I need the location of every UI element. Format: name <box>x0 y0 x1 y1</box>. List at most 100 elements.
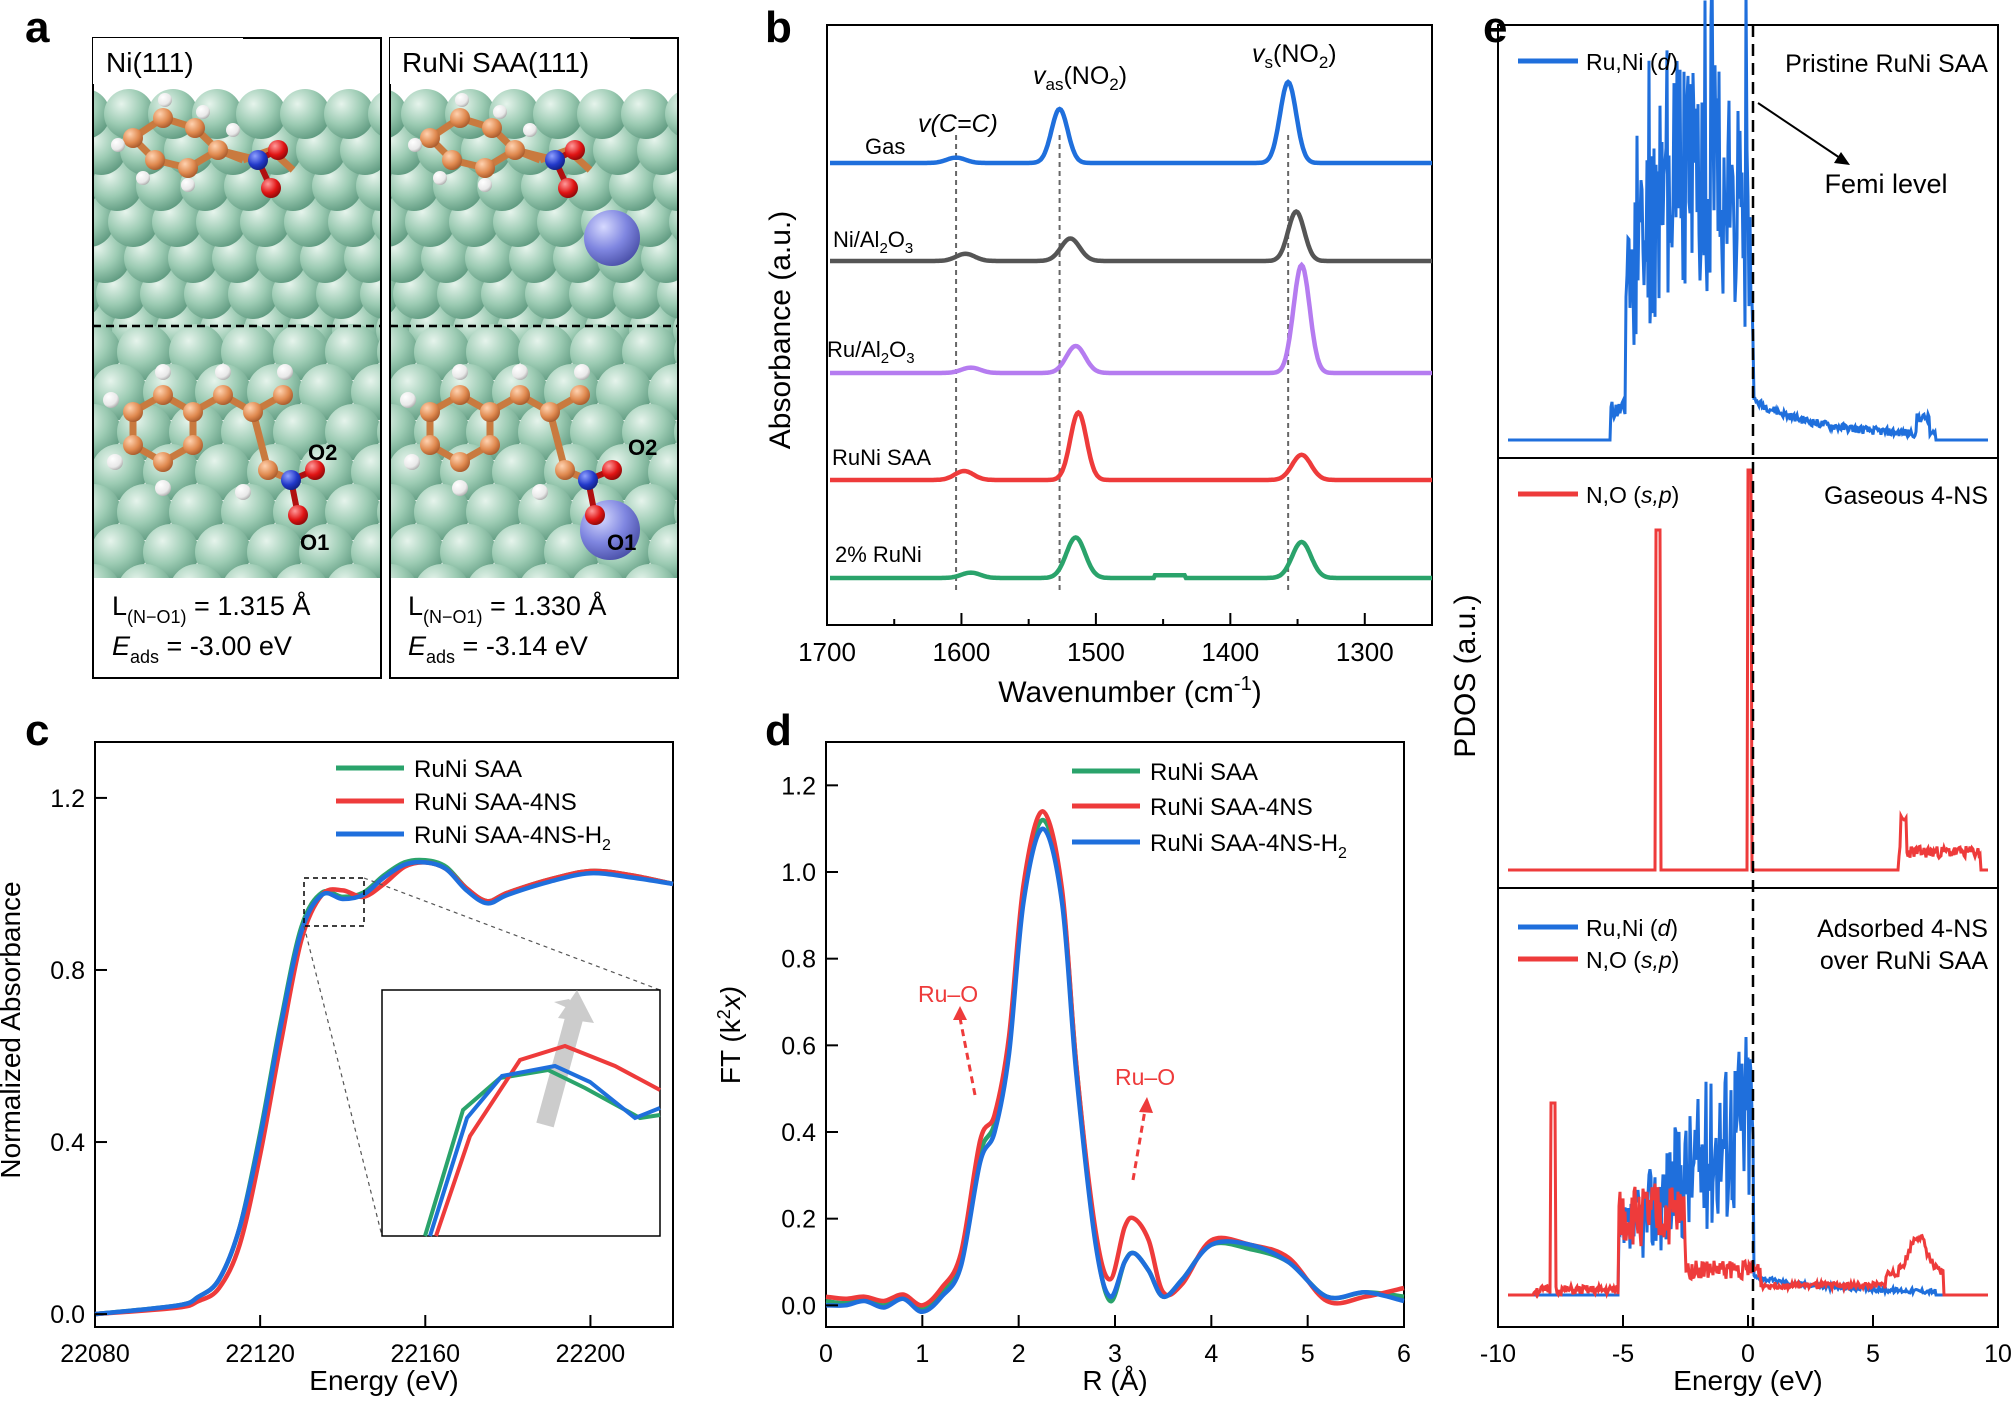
ni-atom <box>93 171 98 201</box>
panel-d-ylabel: FT (k2x) <box>714 986 746 1084</box>
panel-label-d: d <box>765 706 792 755</box>
ni-atom <box>325 484 381 540</box>
panel-b-frame <box>826 24 1433 626</box>
ni-atom <box>622 324 678 380</box>
h-atom <box>111 138 125 152</box>
inset-red <box>434 1043 661 1237</box>
panel-d-exafs: 0 1 2 3 4 5 6 0.0 0.2 0.4 0.6 0.8 1.0 1.2 RuNi SAA Ru… <box>714 741 1411 1396</box>
panel-label-a: a <box>25 3 50 52</box>
ni-atom <box>518 324 574 380</box>
h-atom <box>103 392 119 408</box>
c-atom <box>153 108 173 128</box>
ni-atom <box>700 364 756 420</box>
exafs-series-2 <box>825 809 1405 1308</box>
o-atom <box>565 140 585 160</box>
c-atom <box>420 128 440 148</box>
ni-atom <box>621 89 671 139</box>
panel-label-b: b <box>765 3 792 52</box>
c-atom <box>185 118 205 138</box>
panel-b-label-2pct: 2% RuNi <box>835 542 922 567</box>
exafs-xtick: 1 <box>915 1340 929 1368</box>
ni-atom <box>390 197 411 247</box>
ni-atom <box>390 233 427 283</box>
c-atom <box>475 158 495 178</box>
c-atom <box>123 435 143 455</box>
runi-bond-length: L(N−O1) = 1.330 Å <box>408 590 606 627</box>
panel-b-xtick: 1600 <box>933 637 991 667</box>
c-atom <box>450 452 470 472</box>
h-atom <box>181 178 195 192</box>
inset-zoom <box>381 989 661 1237</box>
o-atom <box>288 505 308 525</box>
panel-b-annot-vs: vs(NO2) <box>1252 40 1337 72</box>
c-atom <box>450 385 470 405</box>
c-atom <box>123 128 143 148</box>
xanes-ytick: 0.4 <box>50 1129 85 1157</box>
panel-e-xtick: -5 <box>1612 1340 1634 1368</box>
exafs-ytick: 0.8 <box>781 946 816 974</box>
ni-atom <box>13 324 69 380</box>
ni-atom <box>700 444 756 500</box>
h-atom <box>277 364 293 380</box>
panel-b-xtick: 1700 <box>798 637 856 667</box>
fermi-level-annotation: Femi level <box>1824 169 1947 199</box>
h-atom <box>478 178 492 192</box>
ni-atom <box>247 524 303 580</box>
pdos-3-legend-a: Ru,Ni (d) <box>1586 915 1678 941</box>
c-atom <box>243 402 263 422</box>
panel-e-xtick: 10 <box>1984 1340 2012 1368</box>
ftir-series-2 <box>830 208 1432 264</box>
pdos-pristine-d <box>1508 0 1988 442</box>
ni-atom <box>700 524 756 580</box>
ni-atom <box>117 484 173 540</box>
ni-atom <box>36 233 86 283</box>
c-atom <box>480 435 500 455</box>
ni-atom <box>93 444 147 500</box>
panel-b-label-ni: Ni/Al2O3 <box>833 227 913 257</box>
h-atom <box>455 93 469 107</box>
ni-atom <box>93 381 95 403</box>
ni-atom <box>533 89 583 139</box>
ni-atom <box>390 524 444 580</box>
panel-c-legend-2: RuNi SAA-4NS <box>414 789 577 816</box>
c-atom <box>540 402 560 422</box>
n-atom <box>545 150 565 170</box>
pdos-ads-sp <box>1508 1101 1988 1300</box>
ni-atom <box>93 524 147 580</box>
ni-atom <box>221 324 277 380</box>
o-atom <box>602 460 622 480</box>
panel-b-ftir: 1700 1600 1500 1400 1300 v(C=C) vas(NO2) vs(… <box>764 24 1433 709</box>
ni-atom <box>466 324 522 380</box>
ni-atom <box>169 404 225 460</box>
pdos-3-title2: over RuNi SAA <box>1820 947 1988 975</box>
panel-d-annot-ruo1: Ru–O <box>918 981 978 1007</box>
zoom-box <box>303 877 365 927</box>
o-atom <box>585 505 605 525</box>
ni-atom <box>372 202 381 242</box>
panel-b-label-gas: Gas <box>865 134 905 159</box>
runi-o2-label: O2 <box>628 435 657 460</box>
h-atom <box>136 171 150 185</box>
c-atom <box>442 150 462 170</box>
h-atom <box>226 123 240 137</box>
h-atom <box>196 105 210 119</box>
ni-atom <box>440 524 496 580</box>
exafs-xtick: 3 <box>1108 1340 1122 1368</box>
panel-e-xtick: 0 <box>1741 1340 1755 1368</box>
runi-adsorption-energy: Eads = -3.14 eV <box>408 631 588 667</box>
n-atom <box>578 470 598 490</box>
h-atom <box>452 480 468 496</box>
panel-c-frame <box>94 741 674 1328</box>
runi-o1-label: O1 <box>607 530 636 555</box>
panel-b-xlabel: Wavenumber (cm-1) <box>998 673 1261 709</box>
h-atom <box>574 364 590 380</box>
ni-atom <box>195 524 251 580</box>
exafs-xtick: 0 <box>819 1340 833 1368</box>
ni111-o2-label: O2 <box>308 440 337 465</box>
o-atom <box>305 460 325 480</box>
pdos-3-title: Adsorbed 4-NS <box>1817 915 1988 943</box>
n-atom <box>248 150 268 170</box>
exafs-xtick: 2 <box>1012 1340 1026 1368</box>
c-atom <box>208 140 228 160</box>
